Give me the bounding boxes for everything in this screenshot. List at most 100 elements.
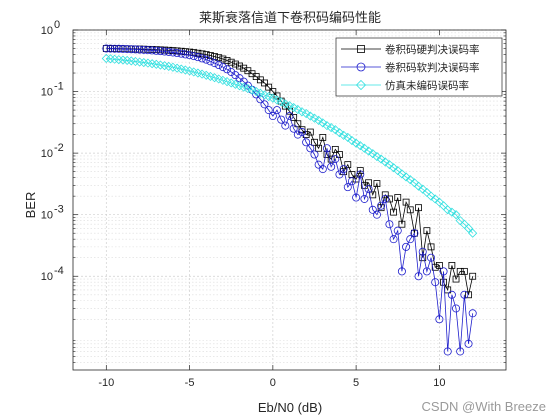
data-point-circle [414,272,423,281]
data-point-square [344,161,352,169]
data-point-diamond [276,97,286,107]
data-point-circle [406,235,415,244]
data-point-diamond [451,210,461,220]
data-point-square [290,114,298,121]
data-point-circle [173,49,182,58]
data-point-square [381,191,389,199]
data-point-diamond [118,55,128,65]
legend-entry-uncoded: 仿真未编码误码率 [341,79,469,92]
data-point-circle [260,100,269,109]
data-point-diamond [343,132,353,142]
data-point-circle [360,194,369,203]
data-point-square [261,79,268,87]
data-point-square [294,120,302,128]
data-point-diamond [355,141,365,151]
data-point-circle [243,81,252,90]
data-point-square [223,57,231,64]
data-point-diamond [314,115,324,125]
x-axis-label: Eb/N0 (dB) [258,400,322,415]
data-point-circle [431,278,440,287]
data-point-square [469,272,477,280]
data-point-diamond [468,228,478,238]
series-layer [101,44,478,356]
data-point-square [215,54,223,62]
data-point-circle [306,144,315,153]
watermark: CSDN @With Breeze [421,399,546,414]
data-point-circle [277,115,286,124]
data-point-circle [293,130,302,139]
data-point-circle [160,47,169,56]
y-tick-label: 10 [41,210,53,222]
data-point-diamond [126,56,136,66]
data-point-circle [364,185,373,194]
x-tick-label: -5 [185,377,195,389]
x-tick-label: 5 [353,377,359,389]
data-point-circle [460,290,469,299]
data-point-square [206,52,214,59]
data-point-diamond [139,57,149,68]
x-tick-label: 0 [270,377,276,389]
data-point-circle [227,67,236,76]
data-point-square [236,62,243,70]
data-point-diamond [368,149,378,159]
data-point-circle [223,65,232,74]
y-tick-exponent: -1 [54,81,64,93]
data-point-square [398,220,406,228]
data-point-circle [268,112,277,121]
data-point-square [327,155,335,163]
y-tick-exponent: -2 [54,142,64,154]
data-point-square [402,198,410,206]
data-point-diamond [305,111,315,121]
data-point-diamond [397,169,407,179]
data-point-circle [110,44,119,53]
data-point-circle [347,177,356,186]
data-point-circle [381,194,390,203]
data-point-circle [327,162,336,171]
y-tick-label: 10 [41,271,53,283]
data-point-square [415,204,422,212]
data-point-square [331,145,339,153]
data-point-square [406,206,414,214]
data-point-circle [335,170,344,179]
data-point-square [431,263,439,271]
data-point-diamond [330,125,340,135]
data-point-square [465,291,472,299]
data-point-diamond [130,56,141,67]
data-point-circle [123,45,132,54]
data-point-diamond [418,184,428,194]
series-line [106,48,474,352]
data-point-circle [322,144,331,153]
data-point-square [390,208,397,216]
data-point-diamond [426,191,436,201]
data-point-circle [310,150,319,159]
data-point-diamond [105,54,116,64]
data-point-circle [114,44,123,53]
data-point-circle [468,309,477,318]
data-point-square [190,49,198,56]
data-point-circle [143,46,152,55]
data-point-circle [289,124,298,133]
data-point-diamond [114,55,124,65]
data-point-square [423,227,431,235]
data-point-circle [156,47,165,56]
data-point-circle [410,229,419,238]
data-point-circle [135,45,144,54]
data-point-diamond [364,146,374,156]
data-point-diamond [372,151,382,162]
data-point-square [306,128,314,136]
data-point-diamond [376,154,386,164]
legend-entry-soft: 卷积码软判决误码率 [341,61,480,74]
data-point-circle [210,59,219,68]
data-point-square [394,194,402,201]
legend: 卷积码硬判决误码率 卷积码软判决误码率 仿真未编码误码率 [335,37,503,97]
data-point-circle [435,315,444,324]
data-point-circle [302,138,311,147]
data-point-diamond [339,130,349,140]
data-point-diamond [443,205,453,215]
y-tick-label: 10 [41,87,53,99]
data-point-square [319,134,327,141]
data-point-square [194,49,202,57]
data-point-circle [148,46,157,55]
data-point-diamond [301,108,311,119]
data-point-diamond [401,172,411,182]
